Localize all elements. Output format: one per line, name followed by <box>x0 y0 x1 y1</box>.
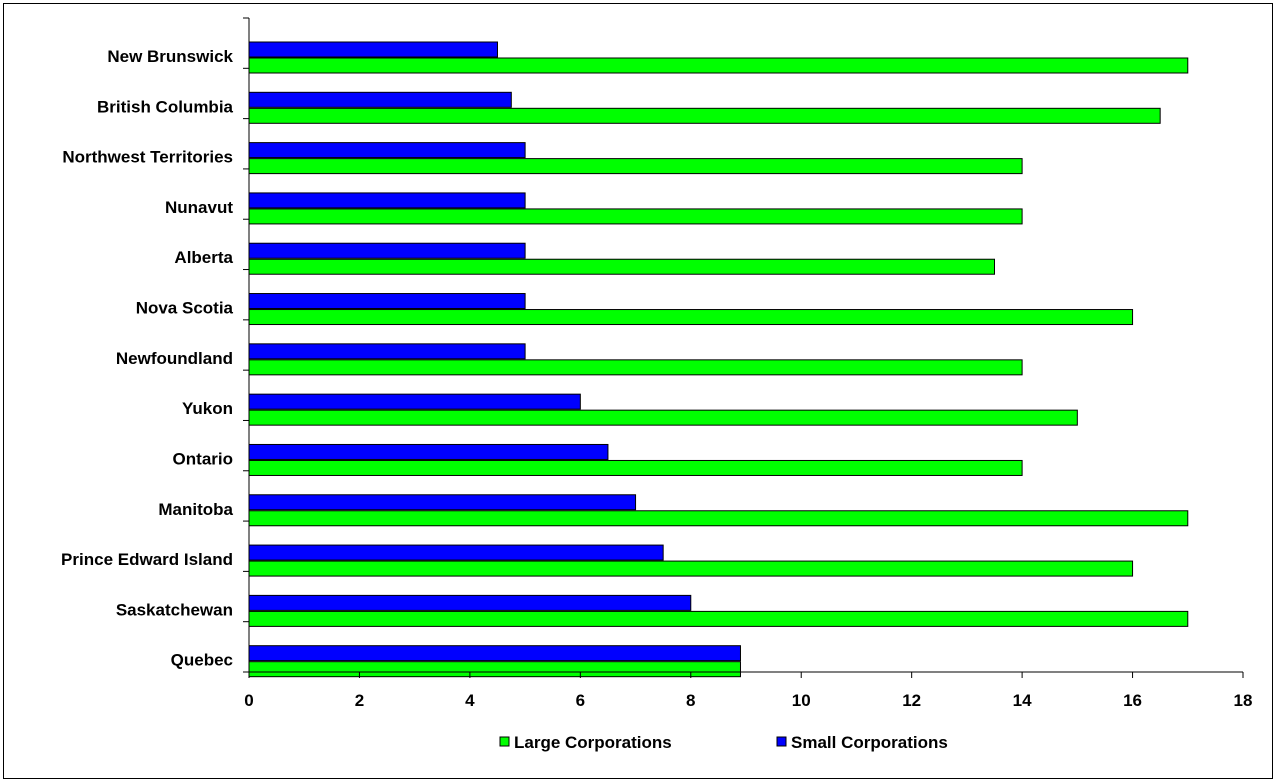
category-label-quebec: Quebec <box>171 651 233 670</box>
bar-large-british-columbia <box>248 107 1161 124</box>
category-label-yukon: Yukon <box>182 399 233 418</box>
x-tick-label-14: 14 <box>1013 691 1032 710</box>
x-tick-label-4: 4 <box>465 691 475 710</box>
bar-small-quebec <box>248 645 741 662</box>
legend-swatch-small-corporations <box>776 736 787 747</box>
category-label-ontario: Ontario <box>173 449 233 468</box>
bar-large-alberta <box>248 258 995 275</box>
category-labels: New Brunswick British Columbia Northwest T… <box>61 47 233 670</box>
x-tick-label-10: 10 <box>792 691 811 710</box>
category-label-manitoba: Manitoba <box>158 500 233 519</box>
bar-large-nova-scotia <box>248 309 1134 326</box>
x-tick-label-12: 12 <box>902 691 921 710</box>
bar-small-newfoundland <box>248 343 526 360</box>
bar-small-alberta <box>248 242 526 259</box>
category-label-prince-edward-island: Prince Edward Island <box>61 550 233 569</box>
legend: Large Corporations Small Corporations <box>499 733 948 752</box>
category-label-new-brunswick: New Brunswick <box>107 47 233 66</box>
bar-large-quebec <box>248 661 741 678</box>
bar-small-northwest-territories <box>248 142 526 159</box>
category-label-nunavut: Nunavut <box>165 198 233 217</box>
bar-small-prince-edward-island <box>248 544 664 561</box>
x-tick-label-18: 18 <box>1234 691 1253 710</box>
bar-large-manitoba <box>248 510 1189 527</box>
bar-small-ontario <box>248 443 609 460</box>
category-label-northwest-territories: Northwest Territories <box>62 148 233 167</box>
bar-small-manitoba <box>248 494 637 511</box>
bar-large-yukon <box>248 409 1078 426</box>
category-label-newfoundland: Newfoundland <box>116 349 233 368</box>
legend-label-small-corporations: Small Corporations <box>791 733 948 752</box>
bar-large-nunavut <box>248 208 1023 225</box>
bar-small-yukon <box>248 393 581 410</box>
x-tick-label-2: 2 <box>355 691 364 710</box>
bar-small-nova-scotia <box>248 293 526 310</box>
legend-label-large-corporations: Large Corporations <box>514 733 672 752</box>
category-label-alberta: Alberta <box>174 248 233 267</box>
category-label-british-columbia: British Columbia <box>97 97 234 116</box>
bar-large-northwest-territories <box>248 158 1023 175</box>
x-tick-label-0: 0 <box>244 691 253 710</box>
category-label-saskatchewan: Saskatchewan <box>116 600 233 619</box>
category-label-nova-scotia: Nova Scotia <box>136 299 234 318</box>
legend-swatch-large-corporations <box>499 736 510 747</box>
x-tick-label-6: 6 <box>576 691 585 710</box>
bars-group <box>248 41 1189 678</box>
tick-labels: 0 2 4 6 8 10 12 14 16 18 <box>244 691 1252 710</box>
bar-large-ontario <box>248 459 1023 476</box>
bar-large-new-brunswick <box>248 57 1189 74</box>
bar-large-saskatchewan <box>248 610 1189 627</box>
x-tick-label-16: 16 <box>1123 691 1142 710</box>
bar-small-british-columbia <box>248 91 512 108</box>
x-tick-label-8: 8 <box>686 691 695 710</box>
bar-small-nunavut <box>248 192 526 209</box>
axes-group <box>243 17 1244 678</box>
bar-large-prince-edward-island <box>248 560 1134 577</box>
bar-small-saskatchewan <box>248 594 692 611</box>
bar-large-newfoundland <box>248 359 1023 376</box>
bar-small-new-brunswick <box>248 41 498 58</box>
